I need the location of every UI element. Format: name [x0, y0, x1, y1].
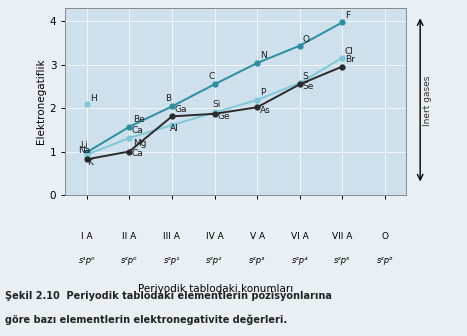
Text: S: S [302, 72, 308, 81]
Y-axis label: Elektronegatiflik: Elektronegatiflik [35, 59, 46, 144]
Text: Br: Br [345, 55, 355, 65]
Text: Ca: Ca [132, 126, 144, 135]
Text: Şekil 2.10  Periyodik tablodaki elementlerin pozisyonlarına: Şekil 2.10 Periyodik tablodaki elementle… [5, 291, 332, 301]
Text: As: As [260, 106, 270, 115]
Text: VII A: VII A [332, 232, 353, 241]
Text: O: O [382, 232, 389, 241]
Text: s²p²: s²p² [206, 256, 223, 265]
Text: K: K [87, 158, 92, 167]
Text: I A: I A [81, 232, 92, 241]
Text: P: P [260, 88, 265, 97]
Text: Mg: Mg [133, 139, 146, 148]
Text: H: H [90, 94, 97, 103]
Text: Ga: Ga [175, 105, 187, 114]
Text: göre bazı elementlerin elektronegativite değerleri.: göre bazı elementlerin elektronegativite… [5, 314, 287, 325]
Text: N: N [260, 51, 267, 60]
Text: Cl: Cl [345, 47, 354, 56]
Text: s²p⁵: s²p⁵ [334, 256, 351, 265]
Text: Ge: Ge [217, 112, 230, 121]
Text: s²p¹: s²p¹ [163, 256, 180, 265]
Text: II A: II A [122, 232, 136, 241]
Text: III A: III A [163, 232, 180, 241]
Text: Se: Se [302, 82, 314, 91]
Text: Li: Li [80, 141, 88, 150]
Text: F: F [345, 11, 350, 20]
Text: B: B [165, 94, 172, 103]
Text: Inert gases: Inert gases [423, 76, 432, 126]
Text: V A: V A [249, 232, 265, 241]
Text: Si: Si [212, 100, 221, 109]
Text: Na: Na [78, 146, 91, 156]
Text: Ca: Ca [132, 150, 144, 159]
Text: Periyodik tablodaki konumları: Periyodik tablodaki konumları [138, 284, 293, 294]
Text: IV A: IV A [205, 232, 223, 241]
Text: s²p⁴: s²p⁴ [291, 256, 308, 265]
Text: s¹p⁰: s¹p⁰ [78, 256, 95, 265]
Text: O: O [302, 35, 309, 44]
Text: s²p⁰: s²p⁰ [121, 256, 138, 265]
Text: VI A: VI A [291, 232, 309, 241]
Text: C: C [208, 72, 214, 81]
Text: Be: Be [133, 115, 144, 124]
Text: s²p³: s²p³ [249, 256, 265, 265]
Text: Al: Al [170, 124, 178, 133]
Text: s²p⁶: s²p⁶ [377, 256, 393, 265]
